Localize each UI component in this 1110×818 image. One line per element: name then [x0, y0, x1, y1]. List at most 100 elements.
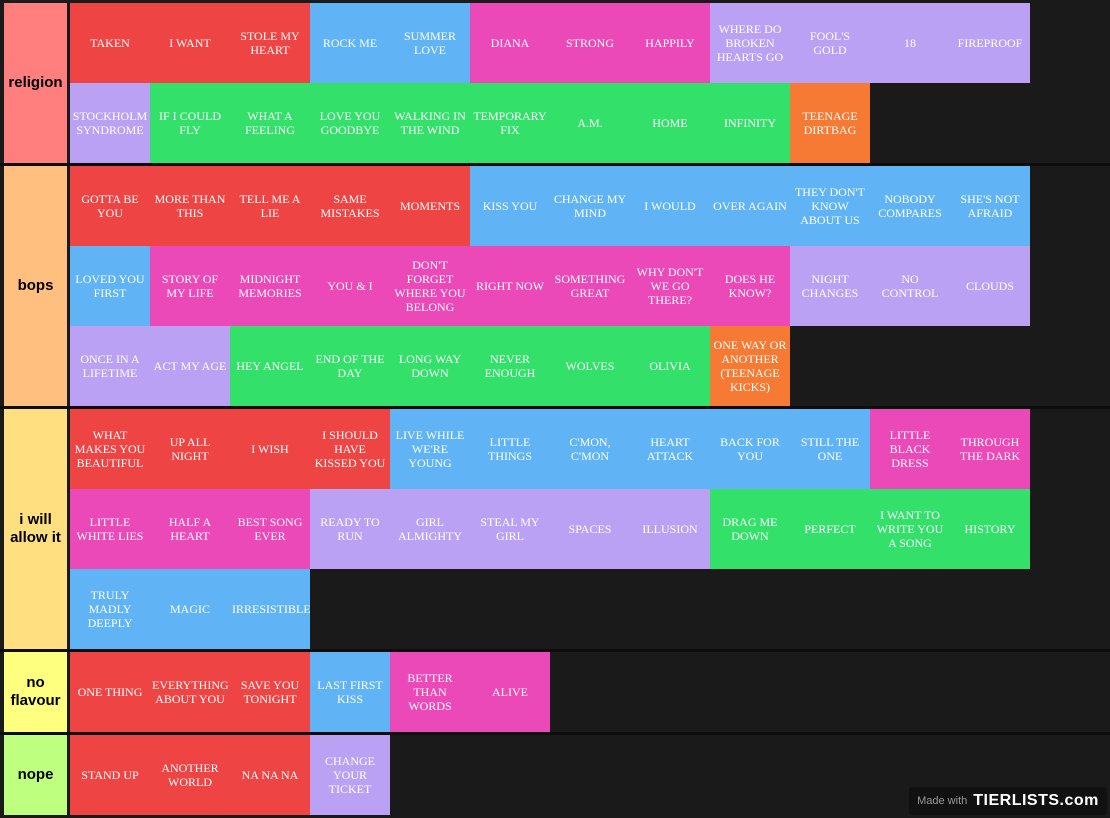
- song-tile[interactable]: HISTORY: [950, 489, 1030, 569]
- song-tile[interactable]: C'MON, C'MON: [550, 409, 630, 489]
- song-tile[interactable]: END OF THE DAY: [310, 326, 390, 406]
- song-tile[interactable]: ACT MY AGE: [150, 326, 230, 406]
- song-tile[interactable]: DOES HE KNOW?: [710, 246, 790, 326]
- song-tile[interactable]: IF I COULD FLY: [150, 83, 230, 163]
- song-tile[interactable]: TELL ME A LIE: [230, 166, 310, 246]
- song-tile[interactable]: MORE THAN THIS: [150, 166, 230, 246]
- song-tile[interactable]: I WANT TO WRITE YOU A SONG: [870, 489, 950, 569]
- song-tile[interactable]: HEY ANGEL: [230, 326, 310, 406]
- song-tile[interactable]: NEVER ENOUGH: [470, 326, 550, 406]
- song-tile[interactable]: ROCK ME: [310, 3, 390, 83]
- song-tile[interactable]: LAST FIRST KISS: [310, 652, 390, 732]
- song-tile[interactable]: ILLUSION: [630, 489, 710, 569]
- song-tile[interactable]: BEST SONG EVER: [230, 489, 310, 569]
- song-tile[interactable]: NOBODY COMPARES: [870, 166, 950, 246]
- song-tile[interactable]: READY TO RUN: [310, 489, 390, 569]
- song-tile[interactable]: A.M.: [550, 83, 630, 163]
- song-tile[interactable]: LITTLE WHITE LIES: [70, 489, 150, 569]
- song-title: TEMPORARY FIX: [473, 109, 547, 137]
- song-tile[interactable]: STEAL MY GIRL: [470, 489, 550, 569]
- song-tile[interactable]: TAKEN: [70, 3, 150, 83]
- song-tile[interactable]: WHY DON'T WE GO THERE?: [630, 246, 710, 326]
- song-tile[interactable]: LITTLE THINGS: [470, 409, 550, 489]
- song-tile[interactable]: LIVE WHILE WE'RE YOUNG: [390, 409, 470, 489]
- song-tile[interactable]: ONCE IN A LIFETIME: [70, 326, 150, 406]
- song-tile[interactable]: STAND UP: [70, 735, 150, 815]
- song-tile[interactable]: IRRESISTIBLE: [230, 569, 310, 649]
- song-tile[interactable]: SUMMER LOVE: [390, 3, 470, 83]
- song-tile[interactable]: I WANT: [150, 3, 230, 83]
- song-tile[interactable]: MAGIC: [150, 569, 230, 649]
- song-tile[interactable]: NA NA NA: [230, 735, 310, 815]
- song-tile[interactable]: DRAG ME DOWN: [710, 489, 790, 569]
- song-tile[interactable]: OLIVIA: [630, 326, 710, 406]
- song-tile[interactable]: WHAT A FEELING: [230, 83, 310, 163]
- song-tile[interactable]: TRULY MADLY DEEPLY: [70, 569, 150, 649]
- song-tile[interactable]: FOOL'S GOLD: [790, 3, 870, 83]
- song-tile[interactable]: WALKING IN THE WIND: [390, 83, 470, 163]
- made-with-badge[interactable]: Made with TIERLISTS.com: [909, 787, 1107, 815]
- song-tile[interactable]: LOVE YOU GOODBYE: [310, 83, 390, 163]
- song-tile[interactable]: CHANGE MY MIND: [550, 166, 630, 246]
- song-tile[interactable]: DON'T FORGET WHERE YOU BELONG: [390, 246, 470, 326]
- song-tile[interactable]: STORY OF MY LIFE: [150, 246, 230, 326]
- song-tile[interactable]: STILL THE ONE: [790, 409, 870, 489]
- song-tile[interactable]: WHERE DO BROKEN HEARTS GO: [710, 3, 790, 83]
- song-tile[interactable]: CLOUDS: [950, 246, 1030, 326]
- tier-label[interactable]: nope: [4, 735, 67, 815]
- song-tile[interactable]: SAME MISTAKES: [310, 166, 390, 246]
- song-tile[interactable]: GOTTA BE YOU: [70, 166, 150, 246]
- song-tile[interactable]: SOMETHING GREAT: [550, 246, 630, 326]
- song-tile[interactable]: 18: [870, 3, 950, 83]
- song-tile[interactable]: HEART ATTACK: [630, 409, 710, 489]
- song-tile[interactable]: LITTLE BLACK DRESS: [870, 409, 950, 489]
- song-tile[interactable]: PERFECT: [790, 489, 870, 569]
- song-tile[interactable]: SPACES: [550, 489, 630, 569]
- song-tile[interactable]: LONG WAY DOWN: [390, 326, 470, 406]
- song-tile[interactable]: RIGHT NOW: [470, 246, 550, 326]
- tier-label[interactable]: no flavour: [4, 652, 67, 732]
- song-tile[interactable]: I SHOULD HAVE KISSED YOU: [310, 409, 390, 489]
- song-tile[interactable]: HOME: [630, 83, 710, 163]
- song-tile[interactable]: LOVED YOU FIRST: [70, 246, 150, 326]
- song-tile[interactable]: WOLVES: [550, 326, 630, 406]
- song-tile[interactable]: KISS YOU: [470, 166, 550, 246]
- song-tile[interactable]: I WISH: [230, 409, 310, 489]
- song-tile[interactable]: ONE WAY OR ANOTHER (TEENAGE KICKS): [710, 326, 790, 406]
- tier-label[interactable]: religion: [4, 3, 67, 163]
- song-tile[interactable]: STRONG: [550, 3, 630, 83]
- tier-label[interactable]: bops: [4, 166, 67, 406]
- song-tile[interactable]: STOLE MY HEART: [230, 3, 310, 83]
- song-tile[interactable]: INFINITY: [710, 83, 790, 163]
- song-tile[interactable]: NO CONTROL: [870, 246, 950, 326]
- song-tile[interactable]: I WOULD: [630, 166, 710, 246]
- song-tile[interactable]: MOMENTS: [390, 166, 470, 246]
- song-tile[interactable]: HAPPILY: [630, 3, 710, 83]
- song-tile[interactable]: THROUGH THE DARK: [950, 409, 1030, 489]
- tier-label[interactable]: i will allow it: [4, 409, 67, 649]
- song-tile[interactable]: FIREPROOF: [950, 3, 1030, 83]
- song-tile[interactable]: ALIVE: [470, 652, 550, 732]
- song-tile[interactable]: UP ALL NIGHT: [150, 409, 230, 489]
- song-tile[interactable]: HALF A HEART: [150, 489, 230, 569]
- song-tile[interactable]: DIANA: [470, 3, 550, 83]
- song-tile[interactable]: MIDNIGHT MEMORIES: [230, 246, 310, 326]
- song-tile[interactable]: ANOTHER WORLD: [150, 735, 230, 815]
- song-tile[interactable]: CHANGE YOUR TICKET: [310, 735, 390, 815]
- song-tile[interactable]: EVERYTHING ABOUT YOU: [150, 652, 230, 732]
- song-tile[interactable]: GIRL ALMIGHTY: [390, 489, 470, 569]
- song-tile[interactable]: NIGHT CHANGES: [790, 246, 870, 326]
- song-tile[interactable]: YOU & I: [310, 246, 390, 326]
- song-tile[interactable]: ONE THING: [70, 652, 150, 732]
- song-tile[interactable]: SHE'S NOT AFRAID: [950, 166, 1030, 246]
- song-tile[interactable]: BETTER THAN WORDS: [390, 652, 470, 732]
- song-tile[interactable]: OVER AGAIN: [710, 166, 790, 246]
- song-tile[interactable]: THEY DON'T KNOW ABOUT US: [790, 166, 870, 246]
- song-tile[interactable]: STOCKHOLM SYNDROME: [70, 83, 150, 163]
- song-title: ALIVE: [492, 685, 528, 699]
- song-tile[interactable]: WHAT MAKES YOU BEAUTIFUL: [70, 409, 150, 489]
- song-tile[interactable]: TEMPORARY FIX: [470, 83, 550, 163]
- song-tile[interactable]: TEENAGE DIRTBAG: [790, 83, 870, 163]
- song-tile[interactable]: SAVE YOU TONIGHT: [230, 652, 310, 732]
- song-tile[interactable]: BACK FOR YOU: [710, 409, 790, 489]
